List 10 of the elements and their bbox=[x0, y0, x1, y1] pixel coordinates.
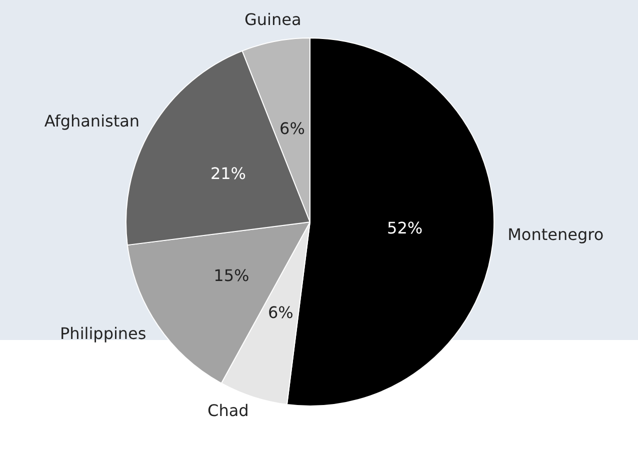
slice-label: Chad bbox=[208, 400, 249, 420]
data-label: 52% bbox=[387, 218, 423, 238]
slice-label: Montenegro bbox=[508, 224, 604, 244]
data-label: 15% bbox=[214, 266, 250, 285]
slice-label: Afghanistan bbox=[44, 112, 140, 131]
data-label: 6% bbox=[280, 119, 305, 138]
data-label: 6% bbox=[268, 302, 294, 322]
slice-label: Philippines bbox=[60, 324, 146, 343]
slice-label: Guinea bbox=[244, 10, 302, 30]
data-label: 21% bbox=[210, 164, 246, 184]
